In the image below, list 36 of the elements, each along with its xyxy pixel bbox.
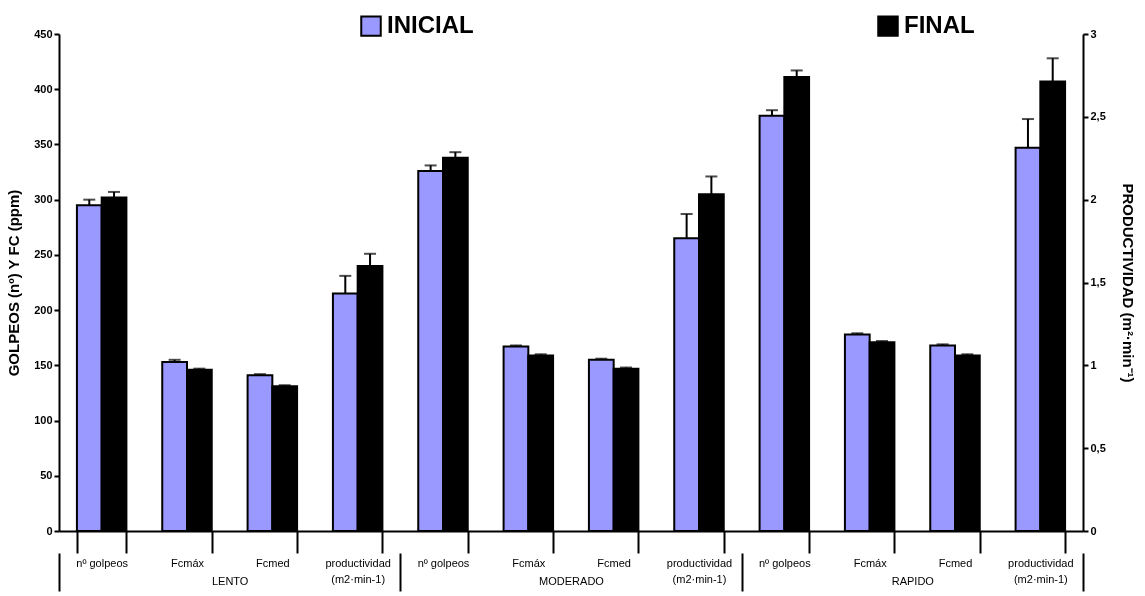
y-tick-label: 300 [34, 193, 53, 206]
x-tick-label: productividad (m2·min-1) [666, 556, 733, 585]
x-tick-label: Fcmáx [853, 556, 888, 569]
x-tick-label: Fcmáx [171, 556, 205, 569]
y-axis-title: GOLPEOS (nº) Y FC (ppm) [5, 189, 23, 377]
text: MODERADO [539, 574, 605, 587]
y-tick-label: 100 [34, 414, 53, 427]
x-tick-label: Fcmed [597, 556, 631, 569]
y2-tick-label: 2 [1090, 193, 1097, 206]
x-tick-label: nº golpeos [417, 556, 470, 569]
legend-label: FINAL [904, 11, 975, 39]
y-tick-label: 200 [34, 303, 53, 316]
y-tick-label: 50 [40, 469, 53, 482]
y-tick-label: 0 [46, 524, 53, 537]
x-tick-label: Fcmáx [512, 556, 546, 569]
y2-tick-label: 0 [1090, 524, 1097, 537]
x-tick-label: Fcmed [256, 556, 290, 569]
y2-tick-label: 1,5 [1090, 276, 1106, 288]
x-tick-label: productividad (m2·min-1) [1008, 556, 1074, 585]
y-tick-label: 150 [34, 358, 53, 371]
x-tick-label: nº golpeos [76, 556, 129, 569]
x-tick-label: productividad (m2·min-1) [325, 556, 391, 585]
y2-tick-label: 1 [1090, 358, 1097, 371]
text: LENTO [211, 574, 249, 587]
y-tick-label: 450 [34, 27, 53, 40]
y-tick-label: 400 [34, 82, 53, 95]
y2-tick-label: 2,5 [1090, 110, 1106, 123]
y-tick-label: 350 [34, 137, 53, 150]
x-tick-label: nº golpeos [758, 556, 812, 569]
y-tick-label: 250 [34, 248, 53, 261]
x-tick-label: Fcmed [938, 556, 973, 569]
y2-axis-title: PRODUCTIVIDAD (m²·min⁻¹) [1119, 183, 1137, 383]
legend-label: INICIAL [387, 11, 474, 39]
y2-tick-label: 3 [1090, 27, 1097, 40]
text: RAPIDO [891, 574, 935, 587]
y2-tick-label: 0,5 [1090, 441, 1106, 454]
